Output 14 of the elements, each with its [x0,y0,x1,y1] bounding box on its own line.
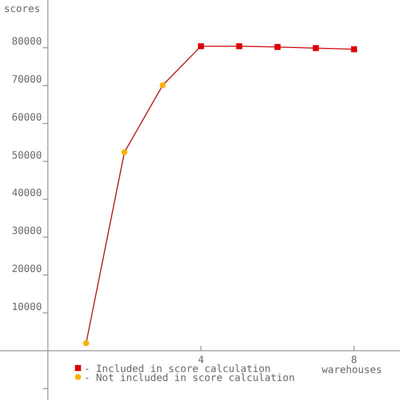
y-tick-label: 40000 [12,188,42,200]
y-tick-label: 10000 [12,302,42,313]
y-axis-title: scores [4,4,40,15]
x-tick-label: 4 [198,354,204,366]
legend-label: - Included in score calculation [84,364,271,375]
y-tick-label: 80000 [12,36,42,48]
y-tick-label: 70000 [12,74,42,86]
y-tick-label: 30000 [12,226,42,238]
x-tick-label: 8 [351,354,358,366]
x-axis-title: warehouses [322,364,382,376]
legend-label: - Not included in score calculation [84,373,295,384]
y-tick-label: 20000 [12,264,42,275]
y-tick-label: 60000 [12,112,42,124]
y-tick-label: 50000 [12,150,42,162]
